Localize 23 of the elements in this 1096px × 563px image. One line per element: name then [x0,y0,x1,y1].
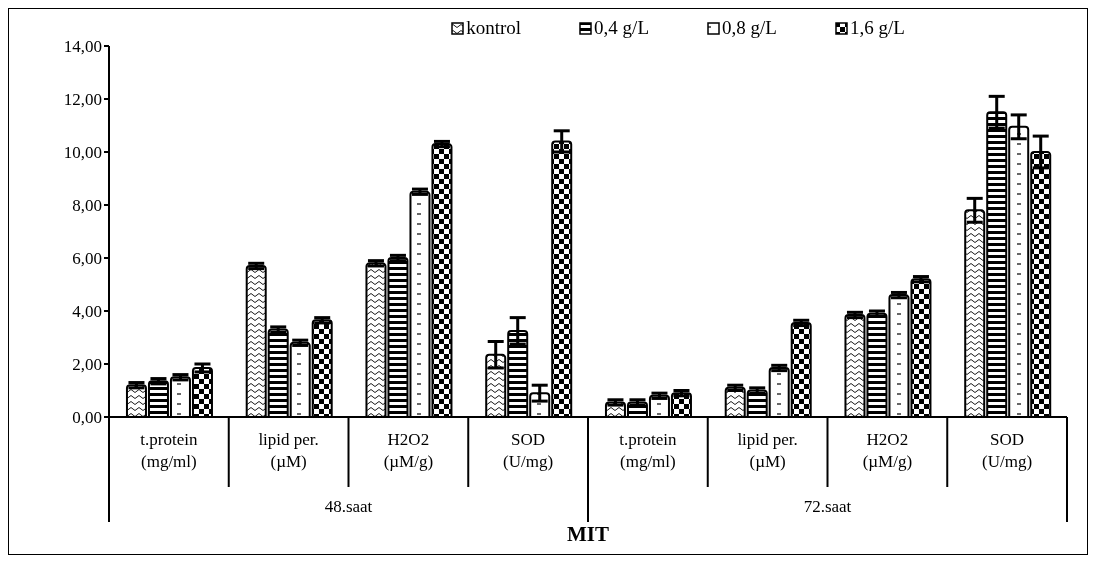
y-tick-label: 14,00 [63,37,102,57]
x-tick-label: t.protein (mg/ml) [619,430,677,471]
x-axis-title: MIT [566,522,610,547]
legend-label: 0,8 g/L [722,17,777,39]
x-tick-label: t.protein (mg/ml) [140,430,198,471]
y-tick-label: 0,00 [72,408,102,428]
text: 72.saat [802,497,853,517]
text: 48.saat [323,497,374,517]
y-tick-label: 8,00 [72,196,102,216]
x-tick-label: H2O2 (µM/g) [383,430,434,471]
legend-label: 0,4 g/L [594,17,649,39]
y-tick-label: 10,00 [63,143,102,163]
legend-label: 1,6 g/L [849,17,905,39]
x-tick-label: SOD (U/mg) [982,430,1033,471]
x-tick-label: H2O2 (µM/g) [862,430,913,471]
y-tick-label: 6,00 [72,249,102,269]
y-tick-label: 4,00 [72,302,102,322]
x-tick-label: SOD (U/mg) [503,430,554,471]
x-tick-label: lipid per. (µM) [737,430,798,471]
y-tick-label: 12,00 [63,90,102,110]
y-tick-label: 2,00 [72,355,102,375]
legend-label: kontrol [466,17,522,39]
x-tick-label: lipid per. (µM) [258,430,319,471]
